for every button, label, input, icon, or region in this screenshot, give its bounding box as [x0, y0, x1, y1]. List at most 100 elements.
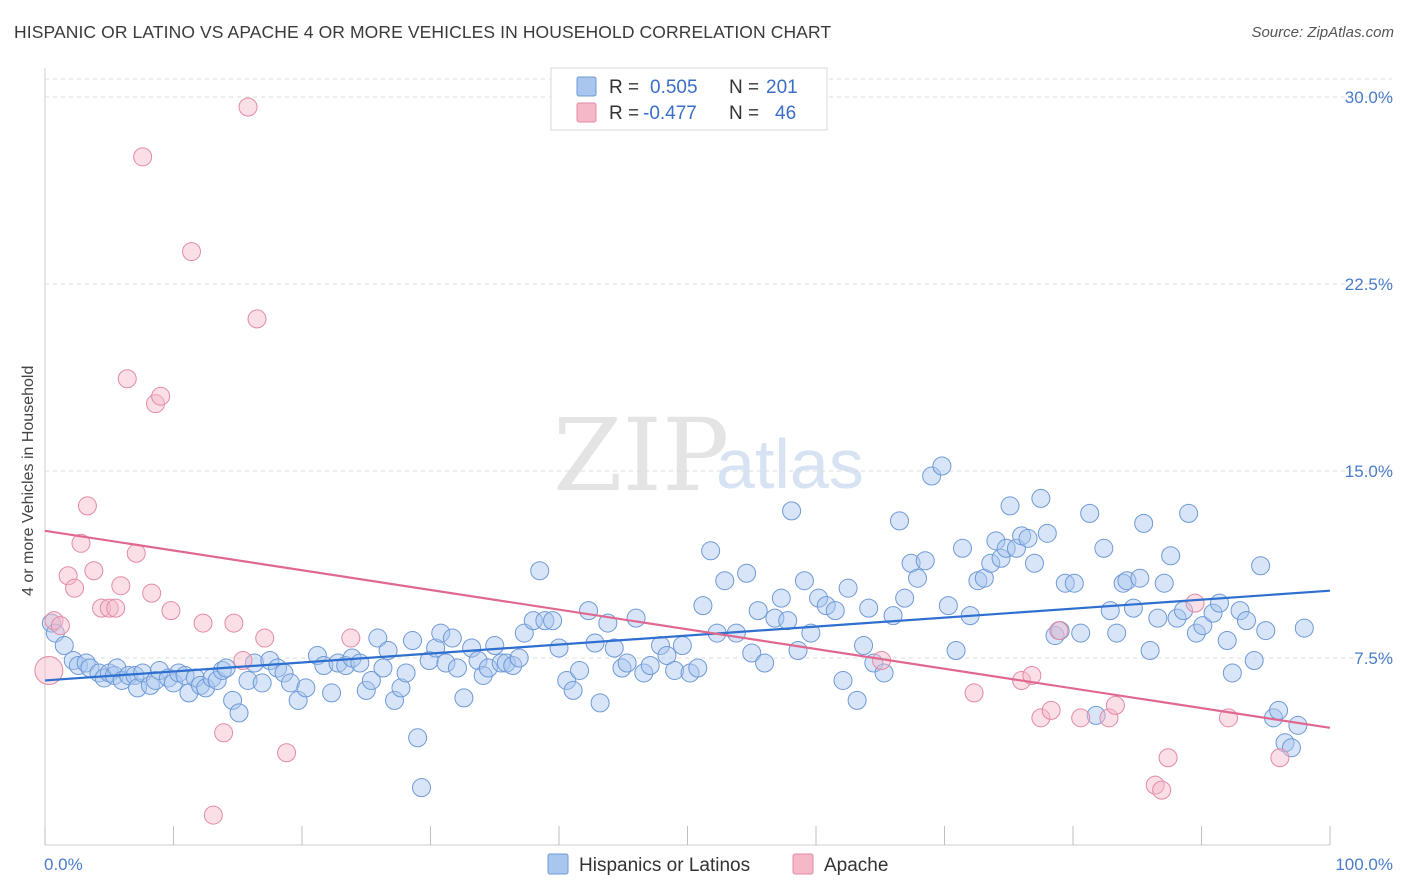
trend-line-hispanic	[44, 589, 1331, 682]
legend-n-value-1: 201	[766, 77, 798, 98]
point-hispanic	[454, 688, 474, 708]
point-hispanic	[361, 670, 381, 690]
point-apache	[1022, 665, 1042, 685]
point-apache	[142, 583, 162, 603]
point-hispanic	[322, 683, 342, 703]
point-apache	[44, 611, 64, 631]
point-apache	[1041, 700, 1061, 720]
point-hispanic	[1107, 623, 1127, 643]
point-hispanic	[530, 561, 550, 581]
point-hispanic	[991, 548, 1011, 568]
legend-n-label-1: N =	[729, 77, 759, 98]
point-apache	[92, 598, 112, 618]
point-hispanic	[523, 611, 543, 631]
point-hispanic	[1037, 523, 1057, 543]
y-tick-label: 15.0%	[1345, 462, 1393, 481]
point-hispanic	[543, 611, 563, 631]
point-hispanic	[809, 588, 829, 608]
point-hispanic	[478, 658, 498, 678]
point-hispanic	[895, 588, 915, 608]
point-hispanic	[1045, 626, 1065, 646]
point-apache	[99, 598, 119, 618]
point-apache	[1152, 780, 1172, 800]
point-hispanic	[229, 703, 249, 723]
point-hispanic	[223, 690, 243, 710]
point-apache	[203, 805, 223, 825]
point-apache	[1049, 621, 1069, 641]
point-hispanic	[368, 628, 388, 648]
point-hispanic	[715, 571, 735, 591]
point-apache	[277, 743, 297, 763]
point-hispanic	[938, 596, 958, 616]
point-hispanic	[336, 655, 356, 675]
point-apache	[106, 598, 126, 618]
legend-swatch-hispanic	[576, 76, 597, 97]
point-apache	[238, 97, 258, 117]
point-hispanic	[54, 636, 74, 656]
point-hispanic	[1064, 573, 1084, 593]
point-apache	[341, 628, 361, 648]
point-hispanic	[1244, 650, 1264, 670]
point-hispanic	[244, 653, 264, 673]
bottom-legend-apache: Apache	[824, 855, 888, 876]
point-hispanic	[164, 673, 183, 693]
point-hispanic	[396, 663, 416, 683]
point-hispanic	[557, 670, 577, 690]
point-hispanic	[693, 596, 713, 616]
point-hispanic	[794, 571, 814, 591]
stats-legend: R = 0.505 N = 201 R = -0.477 N = 46	[550, 67, 828, 131]
point-hispanic	[952, 538, 972, 558]
point-hispanic	[1203, 603, 1223, 623]
chart-title: HISPANIC OR LATINO VS APACHE 4 OR MORE V…	[14, 22, 832, 42]
point-hispanic	[158, 668, 178, 688]
point-hispanic	[1148, 608, 1168, 628]
point-hispanic	[1161, 546, 1181, 566]
point-apache	[71, 533, 91, 553]
grid-lines	[45, 78, 1392, 659]
point-hispanic	[890, 511, 910, 531]
point-apache	[50, 616, 70, 636]
point-apache	[161, 601, 181, 621]
tick-labels: 7.5% 15.0% 22.5% 30.0% 0.0% 100.0%	[44, 88, 1393, 874]
point-apache	[255, 628, 275, 648]
point-hispanic	[419, 650, 439, 670]
point-hispanic	[140, 675, 160, 695]
point-hispanic	[665, 660, 685, 680]
point-hispanic	[874, 663, 894, 683]
point-hispanic	[946, 641, 966, 661]
point-hispanic	[1269, 700, 1289, 720]
legend-r-value-2: -0.477	[643, 103, 697, 124]
point-hispanic	[579, 601, 599, 621]
point-hispanic	[1230, 601, 1250, 621]
point-hispanic	[742, 643, 762, 663]
point-hispanic	[570, 660, 590, 680]
point-hispanic	[196, 678, 216, 698]
y-tick-label: 22.5%	[1345, 275, 1393, 294]
y-axis-label: 4 or more Vehicles in Household	[20, 366, 37, 596]
point-hispanic	[590, 693, 610, 713]
point-hispanic	[640, 655, 660, 675]
series-legend: Hispanics or Latinos Apache	[547, 853, 888, 876]
point-apache	[1105, 695, 1125, 715]
point-hispanic	[801, 623, 821, 643]
point-hispanic	[1080, 503, 1100, 523]
watermark-zip: ZIP	[553, 397, 729, 514]
point-hispanic	[563, 680, 583, 700]
point-hispanic	[782, 501, 802, 521]
point-hispanic	[442, 628, 462, 648]
bottom-swatch-hispanic	[547, 853, 569, 875]
point-hispanic	[485, 636, 505, 656]
point-hispanic	[1275, 733, 1295, 753]
point-hispanic	[1186, 623, 1206, 643]
point-hispanic	[76, 653, 96, 673]
point-apache	[193, 613, 213, 633]
legend-swatch-apache	[576, 102, 597, 123]
point-hispanic	[981, 553, 1001, 573]
point-hispanic	[634, 663, 654, 683]
point-apache	[1158, 748, 1178, 768]
source-note: Source: ZipAtlas.com	[1251, 24, 1394, 41]
point-hispanic	[1193, 616, 1213, 636]
point-hispanic	[356, 680, 376, 700]
point-hispanic	[1024, 553, 1044, 573]
